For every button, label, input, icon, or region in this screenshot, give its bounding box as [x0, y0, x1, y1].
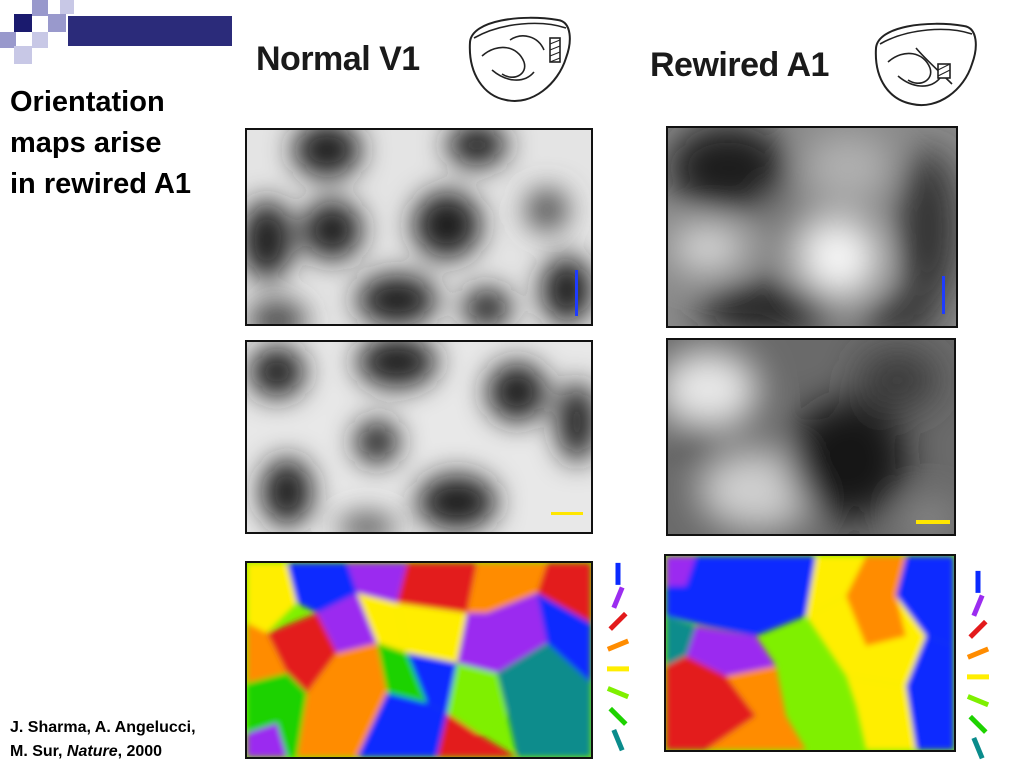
orientation-key-bar — [971, 594, 985, 617]
citation-line-1: J. Sharma, A. Angelucci, — [10, 719, 196, 736]
heading-normal-v1: Normal V1 — [256, 40, 420, 78]
citation-line-2: M. Sur, Nature, 2000 — [10, 740, 250, 764]
v1-activity-map-2 — [245, 340, 593, 534]
citation-journal: Nature — [66, 743, 118, 760]
brain-sketch-v1 — [468, 16, 571, 102]
orientation-key-bar — [968, 714, 988, 734]
orientation-key-bar — [966, 694, 990, 708]
scale-bar — [551, 512, 583, 515]
orientation-key-bar — [606, 638, 630, 652]
citation-year: , 2000 — [117, 743, 163, 760]
title-line-1: Orientation — [10, 86, 165, 118]
title-line-3: in rewired A1 — [10, 168, 192, 200]
a1-activity-map-2 — [666, 338, 956, 536]
orientation-key-bar — [608, 706, 628, 726]
scale-bar — [942, 276, 945, 314]
scale-bar — [916, 520, 950, 524]
citation: J. Sharma, A. Angelucci, M. Sur, Nature,… — [10, 716, 250, 764]
orientation-key-bar — [971, 737, 985, 760]
orientation-color-key-v1 — [606, 562, 630, 752]
citation-authors: M. Sur, — [10, 743, 67, 760]
orientation-key-bar — [606, 686, 630, 700]
orientation-color-key-a1 — [966, 570, 990, 760]
a1-activity-map-1 — [666, 126, 958, 328]
a1-orientation-map — [664, 554, 956, 752]
brain-sketch-a1 — [874, 22, 977, 107]
slide-title: Orientation maps arise in rewired A1 — [10, 82, 235, 205]
title-line-2: maps arise — [10, 127, 162, 159]
orientation-key-bar — [968, 619, 988, 639]
orientation-key-bar — [611, 586, 625, 609]
orientation-key-bar — [608, 611, 628, 631]
orientation-key-bar — [966, 646, 990, 660]
scale-bar — [575, 270, 578, 316]
v1-orientation-map — [245, 561, 593, 759]
heading-rewired-a1: Rewired A1 — [650, 46, 829, 84]
orientation-key-bar — [611, 729, 625, 752]
v1-activity-map-1 — [245, 128, 593, 326]
